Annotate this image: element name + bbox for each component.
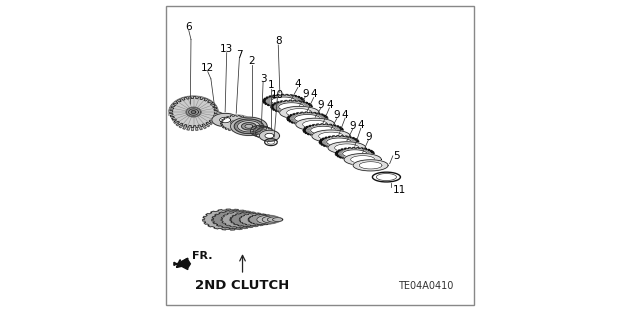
Polygon shape <box>237 121 260 132</box>
Text: 1: 1 <box>268 80 275 90</box>
Polygon shape <box>234 119 264 134</box>
Polygon shape <box>312 130 350 142</box>
Text: 13: 13 <box>220 44 234 54</box>
Polygon shape <box>245 124 253 128</box>
Text: 9: 9 <box>349 121 356 131</box>
Polygon shape <box>326 138 351 146</box>
Polygon shape <box>257 215 280 224</box>
Polygon shape <box>287 108 312 117</box>
Polygon shape <box>169 96 218 115</box>
Polygon shape <box>303 120 328 129</box>
Polygon shape <box>205 112 225 122</box>
Polygon shape <box>319 136 359 148</box>
Polygon shape <box>344 153 381 166</box>
Text: FR.: FR. <box>192 251 212 261</box>
Polygon shape <box>203 209 258 230</box>
Polygon shape <box>265 133 274 138</box>
Text: 4: 4 <box>310 89 317 100</box>
Text: 4: 4 <box>358 120 364 130</box>
Text: 5: 5 <box>393 151 399 161</box>
Text: 9: 9 <box>333 110 340 120</box>
Polygon shape <box>239 213 272 226</box>
Polygon shape <box>248 214 276 225</box>
Polygon shape <box>230 212 269 227</box>
Polygon shape <box>221 211 265 228</box>
Text: 7: 7 <box>236 50 243 60</box>
Polygon shape <box>234 122 239 124</box>
Text: 2ND CLUTCH: 2ND CLUTCH <box>195 279 290 293</box>
Polygon shape <box>271 97 296 105</box>
Polygon shape <box>319 132 344 140</box>
Polygon shape <box>230 117 267 136</box>
Text: 10: 10 <box>271 90 284 100</box>
Polygon shape <box>351 156 375 163</box>
Text: 3: 3 <box>260 74 266 84</box>
Polygon shape <box>220 115 253 125</box>
Text: 2: 2 <box>249 56 255 66</box>
Polygon shape <box>335 147 374 160</box>
Text: 9: 9 <box>365 132 372 142</box>
Polygon shape <box>273 218 283 221</box>
Polygon shape <box>342 150 367 158</box>
Polygon shape <box>220 115 252 131</box>
Polygon shape <box>259 130 280 141</box>
Polygon shape <box>353 160 388 171</box>
Polygon shape <box>186 107 201 117</box>
Text: 4: 4 <box>294 79 301 89</box>
Polygon shape <box>310 126 335 134</box>
Text: 12: 12 <box>201 63 214 73</box>
Text: 8: 8 <box>275 36 282 46</box>
Polygon shape <box>296 118 335 131</box>
Polygon shape <box>212 113 239 127</box>
Text: 6: 6 <box>186 22 192 32</box>
Polygon shape <box>262 216 280 223</box>
Polygon shape <box>335 144 359 152</box>
Polygon shape <box>280 106 319 119</box>
Polygon shape <box>174 258 190 270</box>
Text: 9: 9 <box>302 89 308 99</box>
Polygon shape <box>189 109 198 115</box>
Text: 9: 9 <box>318 100 324 109</box>
Polygon shape <box>278 103 305 111</box>
Polygon shape <box>170 97 218 128</box>
Polygon shape <box>220 117 230 123</box>
Polygon shape <box>209 114 221 120</box>
Text: 4: 4 <box>326 100 333 110</box>
Polygon shape <box>268 217 282 222</box>
Polygon shape <box>287 112 328 125</box>
Text: 4: 4 <box>342 110 348 120</box>
Polygon shape <box>241 122 256 130</box>
Polygon shape <box>172 102 215 130</box>
Polygon shape <box>186 111 201 121</box>
Polygon shape <box>186 108 200 117</box>
Text: TE04A0410: TE04A0410 <box>398 281 454 291</box>
Polygon shape <box>271 100 312 114</box>
Polygon shape <box>359 162 382 169</box>
Polygon shape <box>230 120 242 126</box>
Polygon shape <box>303 124 344 137</box>
Polygon shape <box>191 111 196 114</box>
Polygon shape <box>328 142 366 154</box>
Polygon shape <box>263 94 305 108</box>
Polygon shape <box>294 115 320 122</box>
Polygon shape <box>212 210 261 229</box>
Text: 11: 11 <box>393 185 406 195</box>
